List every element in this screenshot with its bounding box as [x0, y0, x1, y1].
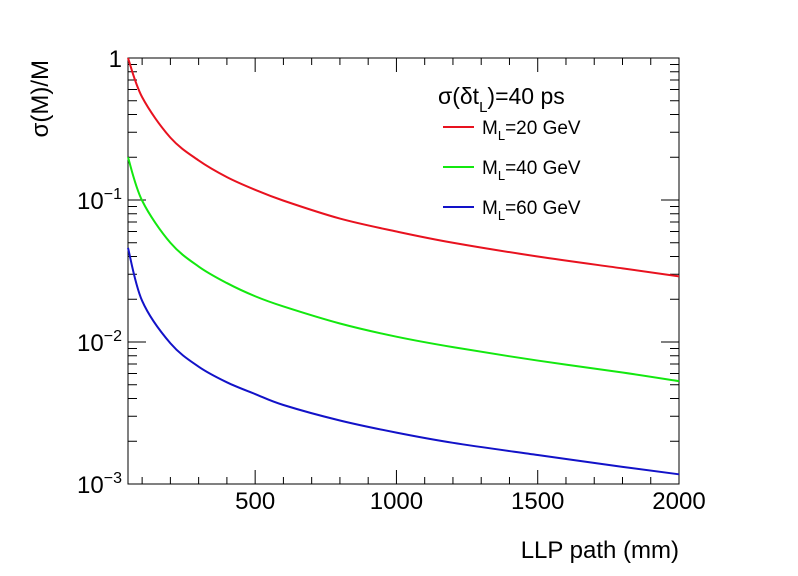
- y-tick-base: 1: [109, 46, 122, 73]
- y-tick-exponent: −1: [104, 186, 122, 203]
- y-tick-label: 10−3: [77, 470, 122, 499]
- y-tick-exponent: −3: [104, 470, 122, 487]
- axis-ticks: [128, 58, 680, 485]
- plot-frame: [127, 57, 680, 485]
- plot-border: [127, 57, 680, 485]
- legend-label-rest: =60 GeV: [505, 198, 581, 219]
- x-tick-label: 1500: [511, 488, 564, 515]
- legend-label-subscript: L: [498, 128, 505, 143]
- legend-label-rest: =40 GeV: [505, 158, 581, 179]
- legend-entry-label: ML=20 GeV: [482, 118, 581, 143]
- y-axis-label: σ(M)/M: [27, 60, 54, 137]
- y-tick-base: 10: [77, 188, 104, 215]
- x-axis-label: LLP path (mm): [521, 537, 679, 564]
- y-tick-label: 10−2: [77, 328, 122, 357]
- legend-label-subscript: L: [498, 168, 505, 183]
- y-tick-label: 1: [109, 46, 122, 73]
- legend-label-main: M: [482, 158, 498, 179]
- y-tick-label: 10−1: [77, 186, 122, 215]
- legend-entry-label: ML=60 GeV: [482, 198, 581, 223]
- legend-title-main: σ(δt: [438, 83, 480, 109]
- legend-entry-label: ML=40 GeV: [482, 158, 581, 183]
- series-line-2: [127, 156, 680, 383]
- x-tick-label: 500: [235, 488, 275, 515]
- legend-title: σ(δtL)=40 ps: [438, 83, 565, 116]
- x-tick-label: 2000: [652, 488, 705, 515]
- legend-title-rest: )=40 ps: [487, 83, 564, 109]
- series-lines: [127, 57, 680, 476]
- series-line-3: [127, 247, 680, 476]
- legend-label-main: M: [482, 198, 498, 219]
- x-tick-label: 1000: [370, 488, 423, 515]
- y-tick-exponent: −2: [104, 328, 122, 345]
- legend-title-subscript: L: [479, 99, 487, 116]
- series-line-1: [127, 57, 680, 278]
- y-tick-base: 10: [77, 330, 104, 357]
- y-tick-base: 10: [77, 472, 104, 499]
- legend-label-main: M: [482, 118, 498, 139]
- legend-label-rest: =20 GeV: [505, 118, 581, 139]
- legend-label-subscript: L: [498, 208, 505, 223]
